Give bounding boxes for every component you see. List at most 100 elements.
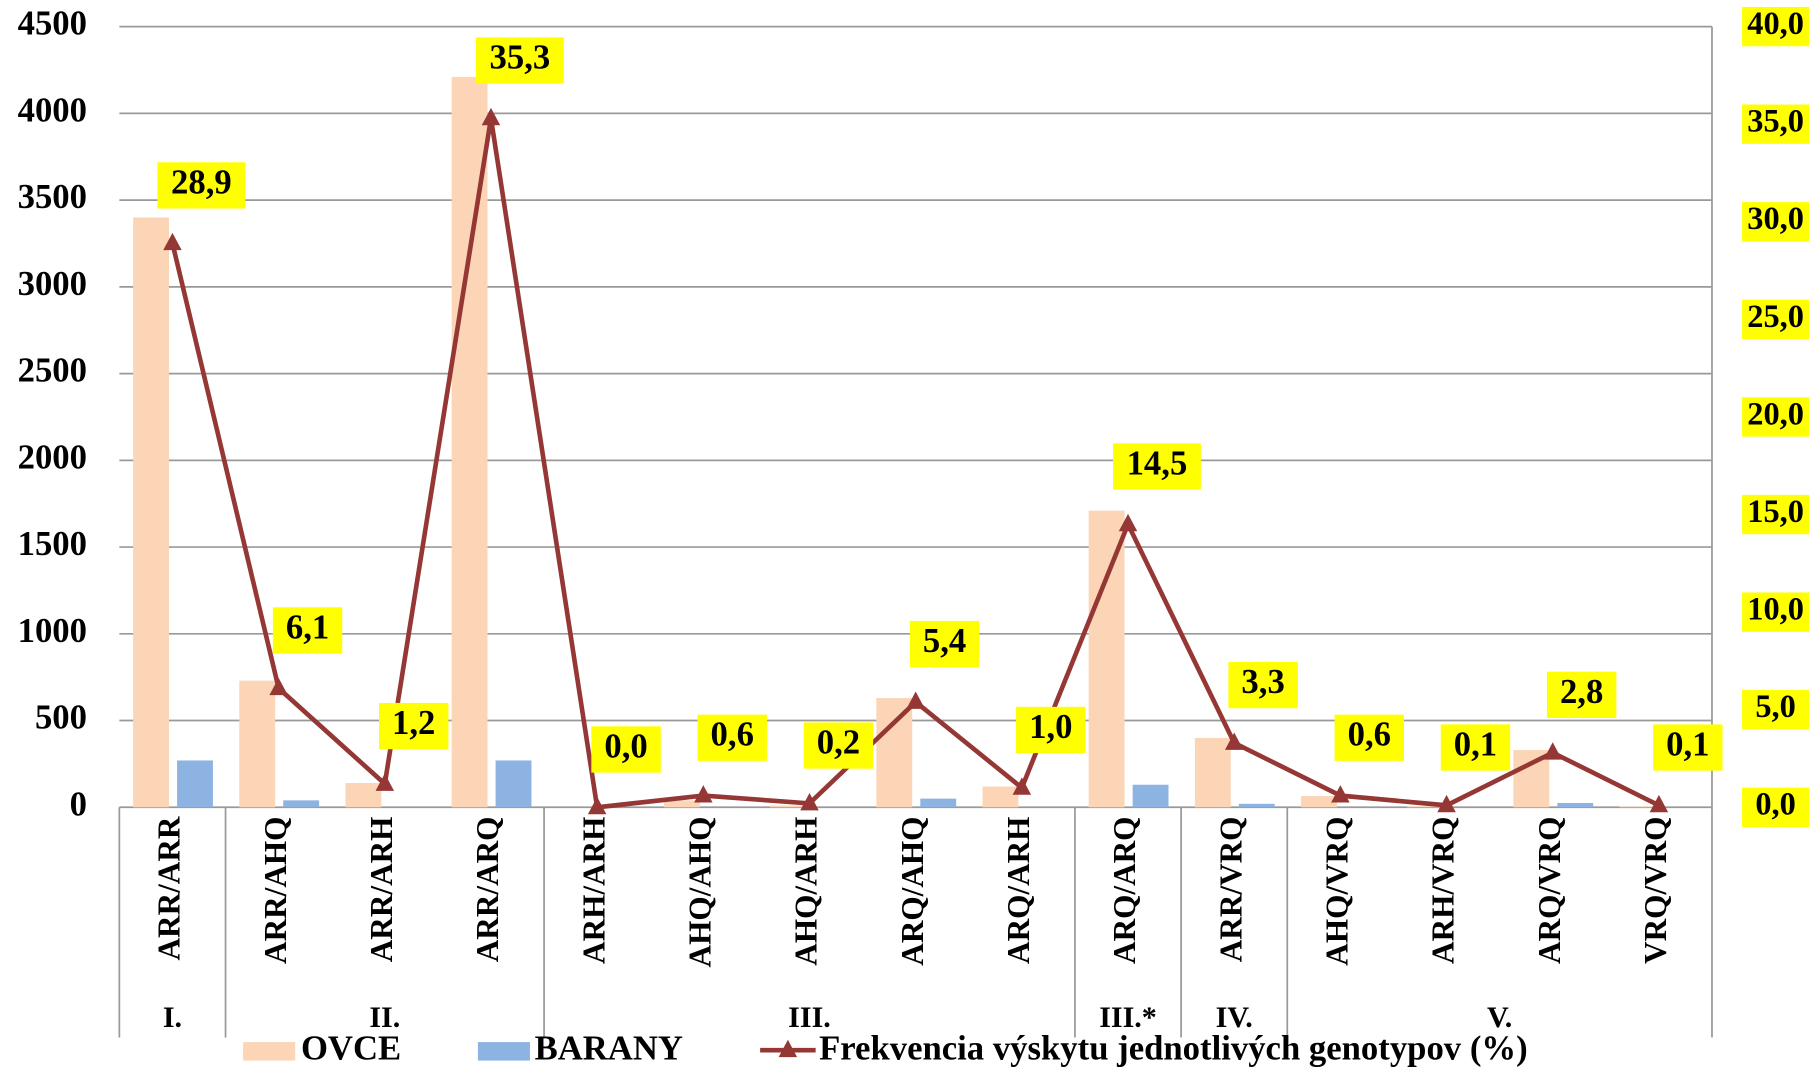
marker xyxy=(1649,794,1669,813)
group-label: II. xyxy=(369,1000,400,1034)
y2-tick-label: 0,0 xyxy=(1755,787,1795,823)
bar xyxy=(1238,803,1275,808)
y2-tick-bg xyxy=(1742,104,1810,144)
x-tick-label: VRQ/VRQ xyxy=(1638,817,1673,964)
data-label: 5,4 xyxy=(923,621,966,660)
bar xyxy=(133,217,169,808)
data-label-bg xyxy=(1016,706,1086,754)
data-label-bg xyxy=(1334,714,1404,761)
group-label: III. xyxy=(788,1000,831,1034)
data-label-bg xyxy=(1112,443,1201,490)
legend-label: BARANY xyxy=(535,1028,683,1067)
x-tick-label: ARR/ARQ xyxy=(470,817,505,963)
y-tick-label: 500 xyxy=(35,698,87,737)
legend-label: OVCE xyxy=(301,1028,401,1067)
x-tick-label: AHQ/VRQ xyxy=(1320,817,1355,966)
y2-tick-label: 30,0 xyxy=(1747,201,1804,237)
data-label: 0,1 xyxy=(1454,724,1497,763)
bar xyxy=(1194,737,1231,808)
bar xyxy=(345,783,382,808)
y2-tick-label: 35,0 xyxy=(1747,104,1804,140)
data-label: 1,0 xyxy=(1029,707,1072,746)
data-label: 0,1 xyxy=(1666,724,1709,763)
data-label: 0,6 xyxy=(711,715,754,754)
x-tick-label: AHQ/AHQ xyxy=(682,817,717,968)
y-tick-label: 2000 xyxy=(18,437,87,476)
marker xyxy=(800,792,819,811)
data-label: 6,1 xyxy=(286,607,329,646)
x-tick-label: ARR/VRQ xyxy=(1213,817,1248,963)
group-label: III.* xyxy=(1099,1000,1157,1034)
legend-swatch xyxy=(477,1042,530,1061)
marker xyxy=(481,107,501,126)
legend-swatch xyxy=(243,1042,296,1061)
legend-marker xyxy=(778,1039,798,1058)
bar xyxy=(1557,802,1594,808)
bar xyxy=(451,76,488,808)
y2-tick-bg xyxy=(1742,690,1810,730)
data-label-bg xyxy=(1440,724,1511,771)
bar xyxy=(920,798,957,808)
data-label: 35,3 xyxy=(490,37,551,76)
data-label-bg xyxy=(909,620,980,668)
y-tick-label: 1500 xyxy=(18,524,87,563)
bar xyxy=(1407,806,1444,808)
data-label-bg xyxy=(379,702,449,750)
data-label: 0,0 xyxy=(604,726,647,765)
y2-tick-bg xyxy=(1742,787,1810,827)
x-tick-label: ARQ/ARH xyxy=(1001,817,1036,964)
marker xyxy=(1437,794,1456,813)
data-label-bg xyxy=(157,162,246,209)
x-tick-label: AHQ/ARH xyxy=(789,817,824,966)
bar xyxy=(1619,806,1656,808)
bar xyxy=(239,680,276,808)
x-tick-label: ARR/ARR xyxy=(152,816,187,960)
y2-tick-bg xyxy=(1742,299,1810,340)
y2-tick-label: 20,0 xyxy=(1747,396,1804,432)
bar xyxy=(876,698,913,808)
y2-tick-label: 15,0 xyxy=(1747,494,1804,530)
bar xyxy=(664,800,700,808)
data-label-bg xyxy=(272,607,343,654)
data-label: 14,5 xyxy=(1127,443,1188,482)
y2-tick-bg xyxy=(1742,592,1810,632)
data-label: 2,8 xyxy=(1560,672,1603,711)
legend-label: Frekvencia výskytu jednotlivých genotypo… xyxy=(819,1028,1528,1067)
data-label-bg xyxy=(697,714,767,761)
marker xyxy=(1543,742,1562,760)
bar xyxy=(1088,510,1125,808)
data-label-bg xyxy=(803,722,874,769)
data-label-bg xyxy=(475,37,564,84)
y2-tick-label: 10,0 xyxy=(1747,592,1804,628)
y-tick-label: 2500 xyxy=(18,351,87,390)
y-tick-label: 3000 xyxy=(18,264,87,303)
data-label: 3,3 xyxy=(1241,662,1284,701)
data-label: 0,6 xyxy=(1348,715,1391,754)
group-label: I. xyxy=(163,1000,182,1034)
group-label: V. xyxy=(1487,1000,1512,1034)
data-label-bg xyxy=(1546,671,1617,718)
x-tick-label: ARH/VRQ xyxy=(1426,817,1461,964)
bar xyxy=(1301,796,1337,808)
data-label: 1,2 xyxy=(392,703,435,742)
x-tick-label: ARQ/ARQ xyxy=(1107,817,1142,964)
y-tick-label: 1000 xyxy=(18,611,87,650)
y2-tick-bg xyxy=(1742,397,1810,437)
y2-tick-bg xyxy=(1742,6,1810,47)
y2-tick-label: 25,0 xyxy=(1747,299,1804,335)
marker xyxy=(269,677,288,696)
marker xyxy=(375,773,395,791)
y-tick-label: 3500 xyxy=(18,177,87,216)
x-tick-label: ARQ/VRQ xyxy=(1532,817,1567,964)
marker xyxy=(587,796,607,815)
y2-tick-label: 5,0 xyxy=(1755,689,1795,725)
bar xyxy=(1132,784,1169,808)
bar xyxy=(283,800,320,808)
x-tick-label: ARH/ARH xyxy=(576,817,611,964)
data-label: 0,2 xyxy=(817,723,860,762)
marker xyxy=(694,785,713,803)
marker xyxy=(1012,777,1032,795)
x-tick-label: ARR/ARH xyxy=(364,817,399,963)
